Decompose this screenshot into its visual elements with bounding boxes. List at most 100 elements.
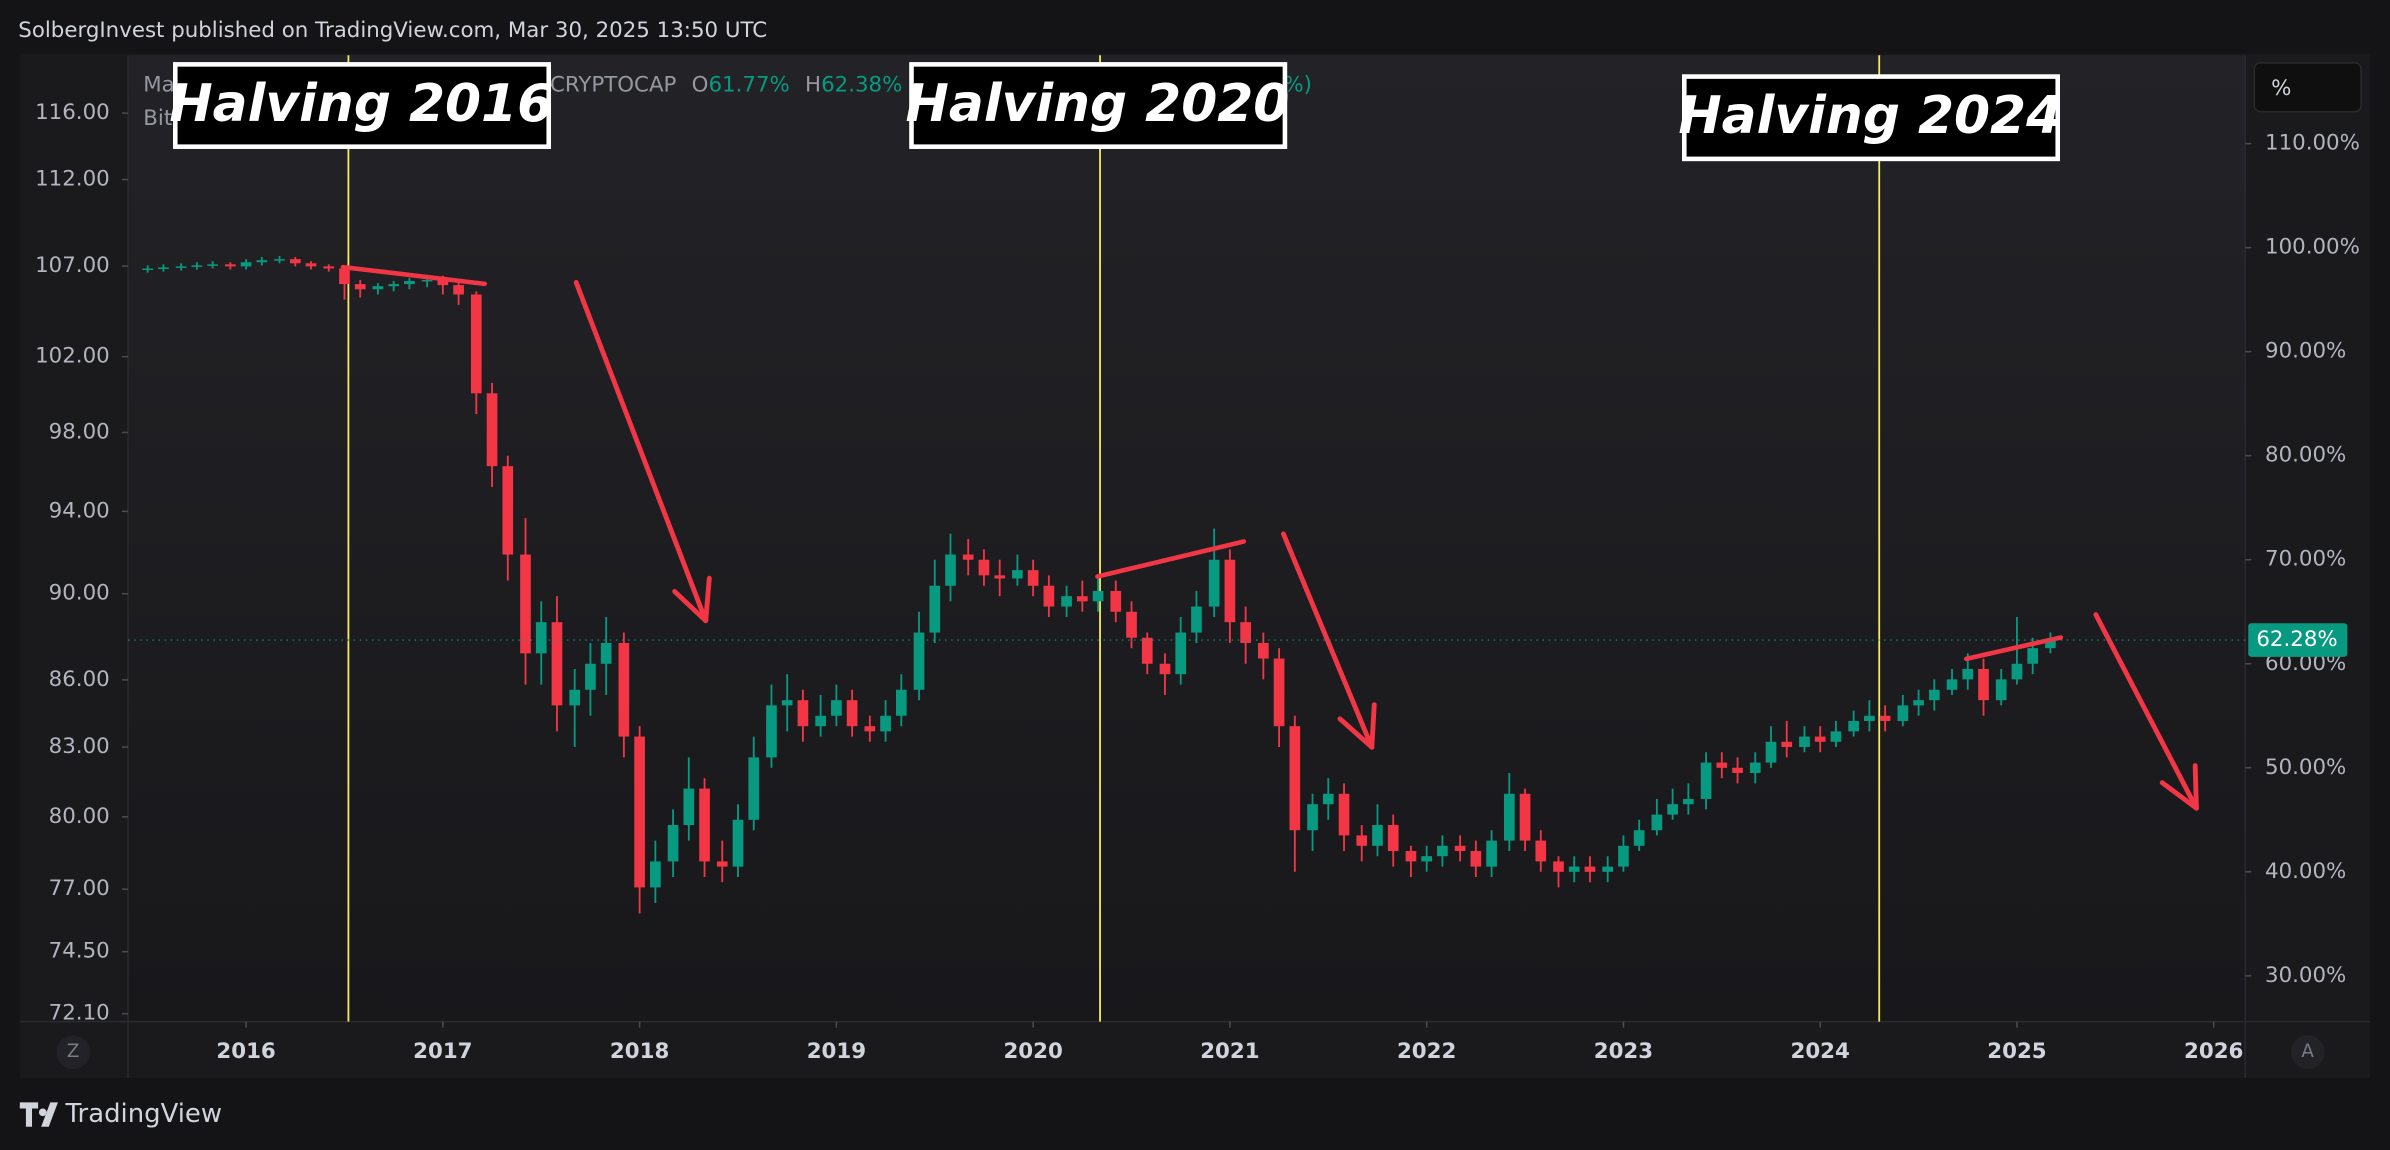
- halving-label-box: [1681, 74, 2061, 162]
- y-tick-label: 70.00%: [2265, 547, 2346, 572]
- candle-body: [1519, 793, 1531, 841]
- candle-body: [1421, 856, 1433, 862]
- candle-body: [1092, 590, 1104, 602]
- candle-body: [354, 284, 366, 290]
- scale-button[interactable]: [2253, 62, 2362, 113]
- x-tick-label: 2017: [413, 1039, 472, 1064]
- y2-tick-label: 74.50: [49, 939, 110, 964]
- y-tick-label: 50.00%: [2265, 755, 2346, 780]
- candle-body: [1437, 845, 1448, 857]
- legend-value: 62.38%: [821, 73, 902, 98]
- candle-body: [1584, 866, 1596, 872]
- candle-body: [404, 280, 415, 285]
- y2-tick-label: 80.00: [49, 804, 110, 829]
- candle-body: [535, 622, 547, 654]
- candle-body: [895, 689, 907, 716]
- x-tick-label: 2025: [1987, 1039, 2046, 1064]
- halving-label: Halving 2016: [169, 74, 553, 134]
- candle-body: [486, 393, 498, 467]
- candle-body: [256, 260, 268, 263]
- y-tick-label: 110.00%: [2265, 131, 2360, 156]
- candle-body: [1897, 705, 1909, 721]
- candle-body: [569, 689, 581, 706]
- candle-body: [1633, 830, 1645, 846]
- candle-body: [781, 700, 793, 706]
- candle-body: [1535, 840, 1547, 862]
- y2-tick-label: 90.00: [49, 581, 110, 606]
- annotation-arrow-head: [1369, 702, 1377, 750]
- x-tick-label: 2016: [216, 1039, 275, 1064]
- candle-body: [175, 266, 187, 268]
- candle-body: [1830, 731, 1842, 742]
- legend-value: 61.77%: [708, 73, 789, 98]
- candle-body: [797, 700, 809, 727]
- annotation-arrow-head: [2159, 780, 2199, 811]
- candle-body: [339, 268, 350, 285]
- candle-body: [1307, 804, 1318, 831]
- candle-body: [1749, 762, 1761, 773]
- candle-body: [1061, 596, 1072, 607]
- candle-body: [1995, 679, 2007, 701]
- last-price-tag: [2248, 623, 2348, 657]
- y2-tick-label: 83.00: [49, 734, 110, 759]
- candle-body: [1208, 559, 1220, 607]
- zoom-button[interactable]: [56, 1035, 90, 1069]
- candle-body: [1651, 814, 1663, 831]
- annotation-arrow: [1280, 531, 1375, 750]
- annotation-arrow-head: [1337, 716, 1375, 750]
- candle-body: [913, 632, 925, 690]
- halving-label-box: [173, 62, 552, 149]
- candle-body: [1240, 622, 1251, 643]
- candle-body: [1356, 835, 1368, 846]
- candle-body: [1732, 767, 1743, 773]
- candle-body: [945, 554, 956, 586]
- candle-body: [748, 757, 760, 820]
- candle-body: [1159, 663, 1171, 675]
- candle-body: [1322, 793, 1334, 805]
- x-tick-label: 2026: [2184, 1039, 2243, 1064]
- y2-tick-label: 98.00: [49, 419, 110, 444]
- candle-body: [732, 819, 744, 867]
- candle-body: [1814, 736, 1826, 742]
- candle-body: [1978, 668, 1989, 701]
- candle-body: [667, 824, 679, 862]
- candle-body: [1027, 570, 1039, 586]
- candle-body: [1372, 824, 1383, 846]
- legend-key: O: [692, 73, 709, 98]
- candle-body: [274, 259, 285, 261]
- candle-body: [323, 266, 335, 269]
- y2-tick-label: 86.00: [49, 667, 110, 692]
- candle-body: [1454, 845, 1466, 852]
- annotation-trendline: [1963, 635, 2064, 662]
- candle-body: [1273, 658, 1285, 727]
- x-tick-label: 2019: [807, 1039, 866, 1064]
- candle-body: [650, 861, 661, 888]
- candle-body: [1683, 798, 1694, 805]
- candle-body: [1289, 726, 1301, 831]
- candle-body: [1503, 793, 1515, 841]
- candle-body: [1486, 840, 1497, 867]
- candle-body: [1470, 851, 1482, 867]
- candle-body: [1962, 668, 1974, 680]
- candle-body: [831, 700, 842, 716]
- candle-body: [1043, 585, 1055, 607]
- candle-body: [1848, 720, 1859, 732]
- halving-label: Halving 2020: [906, 74, 1290, 134]
- annotation-arrow-head: [2192, 763, 2199, 811]
- candle-body: [600, 642, 612, 664]
- y2-tick-label: 116.00: [35, 100, 110, 125]
- candle-body: [716, 861, 728, 867]
- candle-body: [815, 715, 826, 727]
- auto-button[interactable]: [2290, 1035, 2325, 1069]
- auto-button-label: A: [2301, 1041, 2314, 1062]
- candle-body: [1781, 741, 1793, 747]
- candle-body: [1913, 700, 1924, 706]
- candle-body: [1667, 804, 1678, 815]
- zoom-button-label: Z: [67, 1041, 80, 1062]
- brand-logo: [19, 1102, 58, 1127]
- candle-body: [388, 284, 399, 287]
- candle-body: [1765, 741, 1777, 763]
- candle-body: [585, 663, 596, 690]
